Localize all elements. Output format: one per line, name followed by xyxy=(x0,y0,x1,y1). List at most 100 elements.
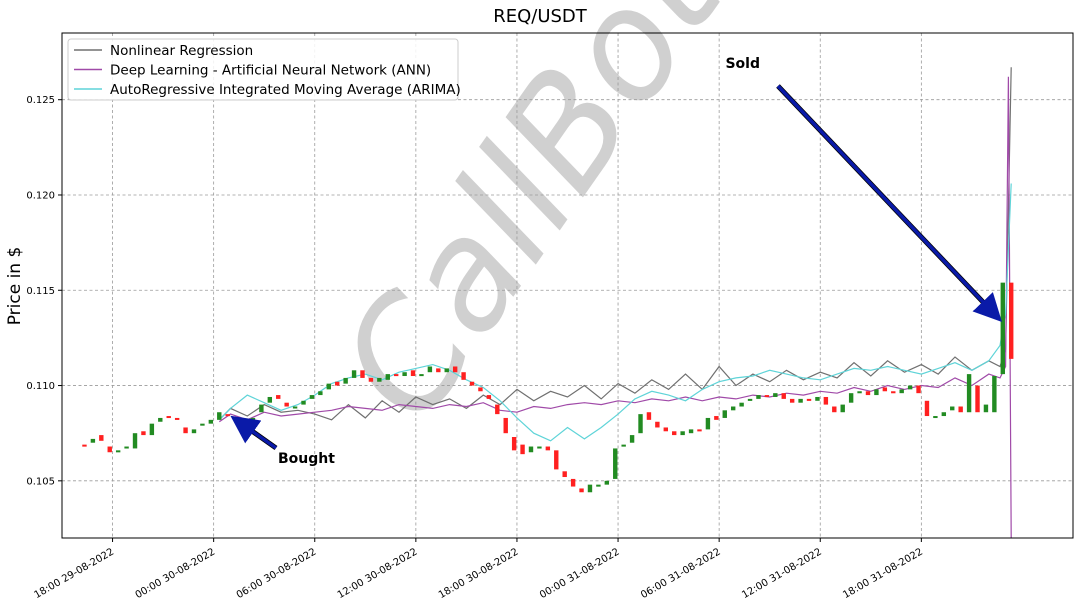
y-tick-label: 0.125 xyxy=(26,95,55,106)
candle xyxy=(680,431,685,436)
candle xyxy=(764,395,770,398)
candle xyxy=(613,448,618,479)
candle xyxy=(730,406,736,411)
candle xyxy=(402,372,407,377)
candle xyxy=(638,414,643,434)
candle xyxy=(924,400,930,417)
candle xyxy=(773,393,778,397)
candle xyxy=(840,404,845,413)
candle xyxy=(823,396,829,405)
y-tick-label: 0.105 xyxy=(26,476,55,487)
candle xyxy=(410,370,416,377)
candle xyxy=(419,374,424,377)
candle xyxy=(722,410,727,418)
y-tick-label: 0.110 xyxy=(26,381,55,392)
candle xyxy=(570,478,576,487)
legend-label: Deep Learning - Artificial Neural Networ… xyxy=(110,63,431,79)
candle xyxy=(158,417,163,422)
candle xyxy=(1000,282,1005,375)
candle xyxy=(259,404,264,413)
candle xyxy=(343,377,348,384)
candle xyxy=(191,429,197,434)
candle xyxy=(916,385,921,394)
legend-label: Nonlinear Regression xyxy=(110,43,253,59)
candle xyxy=(579,488,584,493)
candle xyxy=(124,446,129,449)
legend: Nonlinear Regression Deep Learning - Arti… xyxy=(67,38,461,101)
candle xyxy=(141,431,146,436)
candle xyxy=(478,387,483,392)
candle xyxy=(444,368,449,373)
series-line-2 xyxy=(218,76,1012,539)
candle xyxy=(436,368,441,373)
candle xyxy=(714,416,719,420)
candle xyxy=(865,391,871,396)
annotation-label: Bought xyxy=(278,451,335,467)
candle xyxy=(882,387,888,392)
candle xyxy=(82,444,87,447)
candle xyxy=(452,366,458,373)
candle xyxy=(629,435,635,443)
annotation-layer: Bought Sold xyxy=(230,56,1002,467)
candle xyxy=(832,406,837,413)
candle xyxy=(276,395,281,399)
grid-layer xyxy=(62,33,1073,538)
candle xyxy=(655,421,660,428)
candle xyxy=(545,446,551,451)
candle xyxy=(983,404,989,413)
candle xyxy=(941,412,947,417)
candle xyxy=(486,395,492,399)
candle xyxy=(739,402,744,407)
candle xyxy=(326,383,331,390)
candle xyxy=(874,389,879,396)
candle xyxy=(697,429,702,432)
candle xyxy=(705,417,711,430)
candle xyxy=(461,372,466,380)
candle xyxy=(899,389,904,394)
candle xyxy=(250,417,256,420)
candle xyxy=(562,471,567,478)
candle xyxy=(604,480,610,485)
candle xyxy=(495,404,500,415)
candle xyxy=(992,376,997,413)
candle xyxy=(857,391,862,394)
annotation-arrow xyxy=(776,84,1002,323)
candle xyxy=(318,391,323,396)
candle xyxy=(385,374,390,380)
candle xyxy=(284,402,289,407)
candle xyxy=(99,435,104,441)
candle xyxy=(183,427,188,434)
candle xyxy=(672,431,677,436)
x-tick-label: 18:00 30-08-2022 xyxy=(437,547,521,602)
candle xyxy=(301,400,306,405)
candle xyxy=(208,419,214,424)
legend-box xyxy=(67,38,459,101)
y-axis-label: Price in $ xyxy=(5,247,25,326)
candle xyxy=(469,381,475,386)
candle xyxy=(975,385,980,413)
x-tick-label: 06:00 30-08-2022 xyxy=(235,547,319,602)
candle xyxy=(200,423,205,426)
candle xyxy=(115,450,121,453)
candle xyxy=(90,438,96,443)
candle xyxy=(528,446,534,453)
x-tick-label: 12:00 30-08-2022 xyxy=(336,547,420,602)
candle xyxy=(554,450,559,470)
candle xyxy=(891,391,896,394)
x-tick-label: 06:00 31-08-2022 xyxy=(639,547,723,602)
y-tick-label: 0.115 xyxy=(26,286,55,297)
candle xyxy=(427,366,433,373)
candle xyxy=(166,416,171,419)
chart-title: REQ/USDT xyxy=(493,6,588,27)
candle xyxy=(393,374,399,377)
candle xyxy=(360,370,365,378)
candle xyxy=(587,484,593,493)
annotation-arrow xyxy=(230,415,278,450)
candle xyxy=(966,374,972,413)
candle xyxy=(1009,282,1014,359)
series-layer xyxy=(218,67,1012,539)
candle xyxy=(950,406,955,411)
candle xyxy=(958,406,963,413)
candle xyxy=(789,398,795,403)
candle xyxy=(335,381,340,386)
